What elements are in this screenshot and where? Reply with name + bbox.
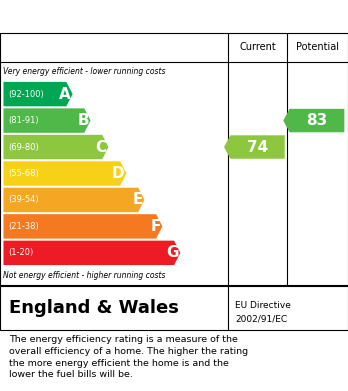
Text: Potential: Potential xyxy=(296,43,339,52)
Text: (55-68): (55-68) xyxy=(9,169,39,178)
Polygon shape xyxy=(3,108,90,133)
Polygon shape xyxy=(3,188,144,212)
Text: 2002/91/EC: 2002/91/EC xyxy=(235,314,287,323)
Text: E: E xyxy=(132,192,143,208)
Polygon shape xyxy=(3,240,180,265)
Text: (21-38): (21-38) xyxy=(9,222,39,231)
Text: England & Wales: England & Wales xyxy=(9,299,179,317)
Text: 74: 74 xyxy=(247,140,268,154)
Text: (1-20): (1-20) xyxy=(9,248,34,257)
Polygon shape xyxy=(224,135,285,159)
Text: (92-100): (92-100) xyxy=(9,90,45,99)
Text: (69-80): (69-80) xyxy=(9,143,39,152)
Polygon shape xyxy=(3,82,73,106)
Text: EU Directive: EU Directive xyxy=(235,301,291,310)
Text: B: B xyxy=(77,113,89,128)
Text: (39-54): (39-54) xyxy=(9,196,39,204)
Text: Not energy efficient - higher running costs: Not energy efficient - higher running co… xyxy=(3,271,166,280)
Text: Energy Efficiency Rating: Energy Efficiency Rating xyxy=(9,9,230,23)
Text: G: G xyxy=(166,246,179,260)
Polygon shape xyxy=(283,109,345,132)
Text: A: A xyxy=(59,87,71,102)
Text: The energy efficiency rating is a measure of the
overall efficiency of a home. T: The energy efficiency rating is a measur… xyxy=(9,335,248,379)
Polygon shape xyxy=(3,135,109,159)
Text: (81-91): (81-91) xyxy=(9,116,39,125)
Text: C: C xyxy=(96,140,107,154)
Polygon shape xyxy=(3,214,163,239)
Text: Current: Current xyxy=(239,43,276,52)
Text: Very energy efficient - lower running costs: Very energy efficient - lower running co… xyxy=(3,67,166,76)
Text: F: F xyxy=(150,219,161,234)
Text: 83: 83 xyxy=(306,113,327,128)
Polygon shape xyxy=(3,161,126,186)
Text: D: D xyxy=(112,166,125,181)
